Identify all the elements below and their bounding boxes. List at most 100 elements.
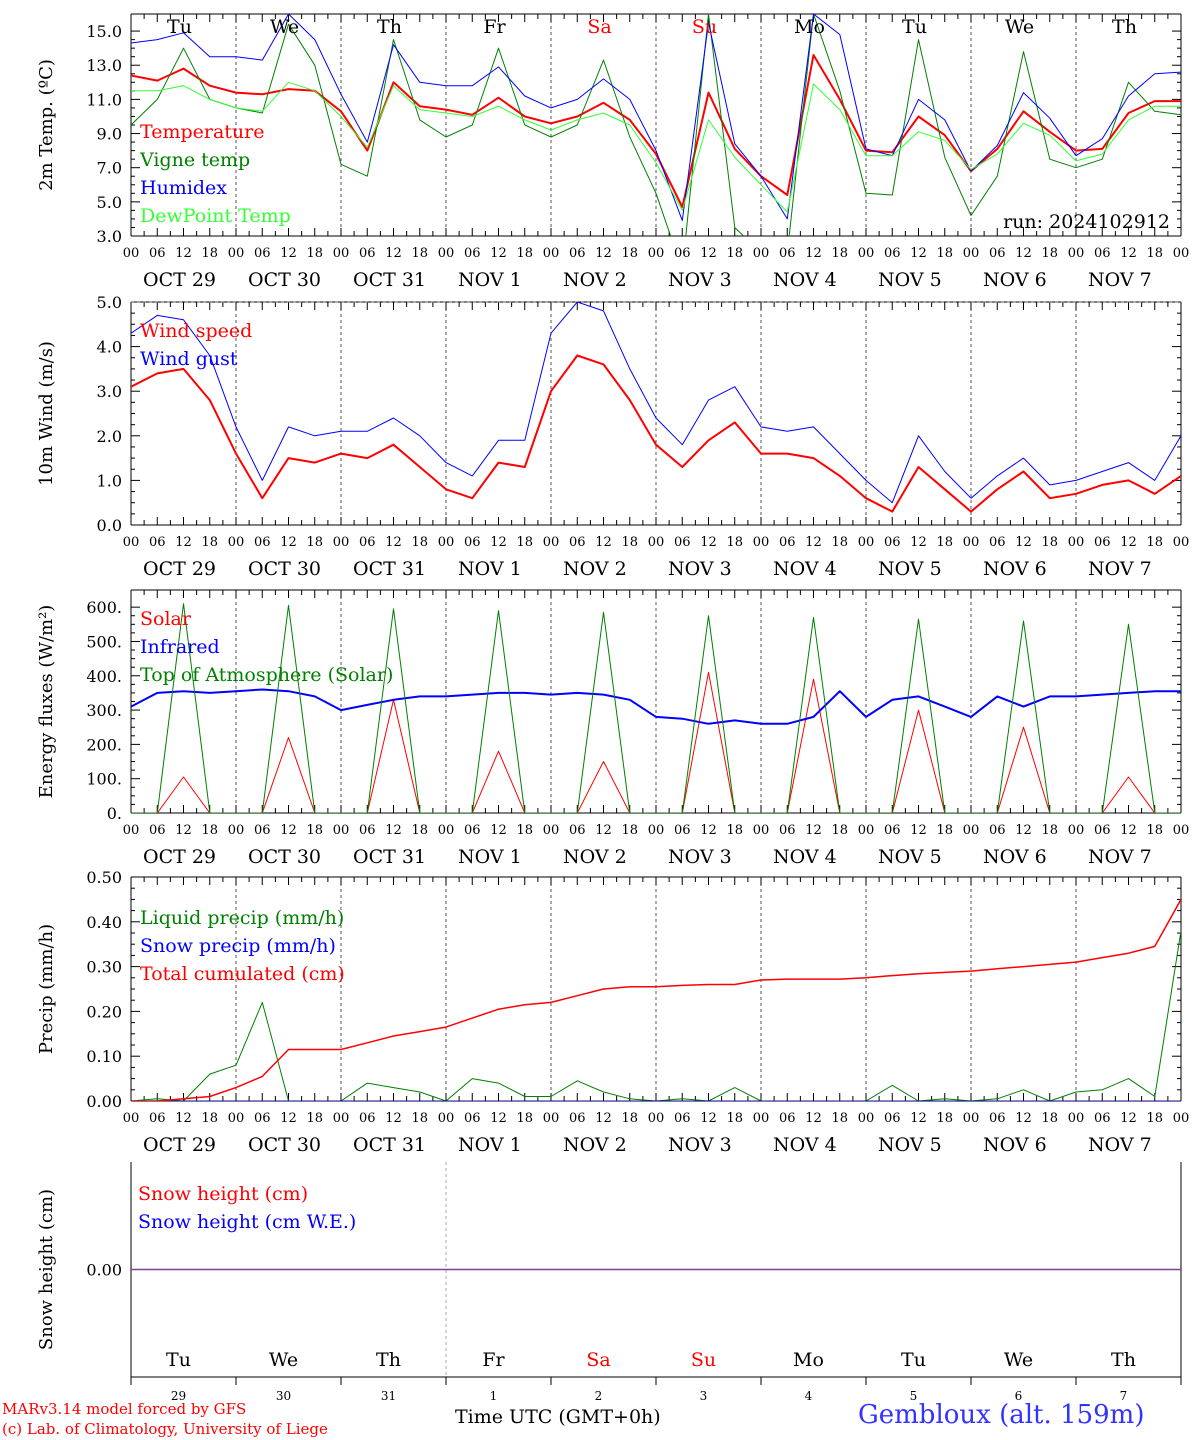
series-wind-gust: [131, 302, 1181, 504]
hour-label: 06: [569, 246, 586, 261]
hour-label: 06: [359, 246, 376, 261]
hour-label: 00: [1173, 535, 1190, 550]
hour-label: 12: [490, 823, 507, 838]
hour-label: 06: [884, 246, 901, 261]
panel-4: 00 06 12 18 00 06 12 18 00 06 12 18 00 06 12 18 00 06 12 18…: [36, 868, 1189, 1156]
panel-1: 00 06 12 18 00 06 12 18 00 06 12 18 00 06 12 18 00 06 12 18…: [36, 13, 1189, 291]
hour-label: 18: [411, 1111, 428, 1126]
hour-label: 12: [1120, 1111, 1137, 1126]
hour-label: 06: [359, 823, 376, 838]
hour-label: 18: [936, 246, 953, 261]
hour-label: 00: [1173, 823, 1190, 838]
hour-label: 06: [569, 823, 586, 838]
hour-label: 18: [516, 1111, 533, 1126]
hour-label: 06: [989, 535, 1006, 550]
legend-entry: Liquid precip (mm/h): [140, 907, 344, 929]
series-humidex: [131, 14, 1181, 222]
hour-label: 06: [359, 1111, 376, 1126]
hour-label: 12: [910, 535, 927, 550]
hour-label: 00: [333, 1111, 350, 1126]
date-label: NOV 3: [668, 846, 732, 868]
y-tick-label: 11.0: [86, 90, 122, 109]
y-tick-label: 500.: [86, 632, 122, 651]
weekday-label-bottom: Sa: [586, 1349, 610, 1371]
day-number: 30: [276, 1389, 291, 1403]
hour-label: 00: [543, 246, 560, 261]
hour-label: 00: [228, 823, 245, 838]
y-tick-label: 0.50: [86, 868, 122, 887]
date-label: NOV 1: [458, 1134, 522, 1156]
hour-label: 00: [438, 823, 455, 838]
series-infrared: [131, 688, 1181, 725]
date-label: NOV 7: [1088, 1134, 1152, 1156]
date-label: OCT 29: [143, 846, 216, 868]
hour-label: 12: [175, 1111, 192, 1126]
hour-label: 18: [726, 535, 743, 550]
y-tick-label: 300.: [86, 701, 122, 720]
hour-label: 18: [306, 1111, 323, 1126]
date-label: NOV 4: [773, 1134, 837, 1156]
date-label: OCT 29: [143, 269, 216, 291]
hour-label: 00: [1173, 1111, 1190, 1126]
hour-label: 06: [989, 823, 1006, 838]
panel-3: 00 06 12 18 00 06 12 18 00 06 12 18 00 06 12 18 00 06 12 18…: [36, 589, 1190, 868]
legend-entry: Solar: [140, 608, 192, 630]
legend-entry: Temperature: [140, 121, 264, 143]
date-label: NOV 2: [563, 846, 627, 868]
legend-entry: Snow precip (mm/h): [140, 935, 336, 957]
y-tick-label: 3.0: [97, 382, 122, 401]
hour-label: 18: [1041, 246, 1058, 261]
y-tick-label: 4.0: [97, 338, 122, 357]
series-vigne-temp: [131, 14, 1181, 236]
hour-label: 00: [543, 823, 560, 838]
hour-label: 12: [175, 246, 192, 261]
hour-label: 18: [831, 535, 848, 550]
hour-label: 06: [569, 1111, 586, 1126]
hour-label: 06: [254, 823, 271, 838]
hour-label: 18: [621, 246, 638, 261]
hour-label: 18: [201, 823, 218, 838]
day-number: 6: [1015, 1389, 1023, 1403]
hour-label: 18: [1146, 535, 1163, 550]
hour-label: 06: [1094, 823, 1111, 838]
y-tick-label: 400.: [86, 667, 122, 686]
hour-label: 00: [543, 1111, 560, 1126]
hour-label: 18: [831, 1111, 848, 1126]
hour-label: 00: [753, 1111, 770, 1126]
weekday-label-bottom: We: [269, 1349, 298, 1371]
y-tick-label: 0.30: [86, 958, 122, 977]
hour-label: 12: [1015, 823, 1032, 838]
hour-label: 18: [726, 823, 743, 838]
hour-label: 18: [411, 246, 428, 261]
hour-label: 12: [1015, 246, 1032, 261]
hour-label: 18: [516, 246, 533, 261]
hour-label: 12: [910, 246, 927, 261]
date-label: NOV 1: [458, 846, 522, 868]
legend-entry: Top of Atmosphere (Solar): [140, 664, 393, 686]
hour-label: 06: [674, 1111, 691, 1126]
day-number: 3: [700, 1389, 708, 1403]
hour-label: 18: [621, 535, 638, 550]
weekday-label: We: [1005, 16, 1034, 38]
hour-label: 06: [464, 246, 481, 261]
y-tick-label: 2.0: [97, 427, 122, 446]
weekday-label-bottom: Th: [376, 1349, 401, 1371]
hour-label: 12: [385, 535, 402, 550]
legend-entry: Wind speed: [140, 320, 252, 342]
hour-label: 12: [490, 535, 507, 550]
hour-label: 18: [936, 535, 953, 550]
hour-label: 06: [464, 1111, 481, 1126]
hour-label: 00: [963, 1111, 980, 1126]
series-total-cumulated-cm: [131, 899, 1181, 1101]
x-axis-title: Time UTC (GMT+0h): [455, 1406, 661, 1428]
weekday-label: Su: [692, 16, 717, 38]
day-number: 5: [910, 1389, 918, 1403]
hour-label: 12: [700, 246, 717, 261]
hour-label: 18: [1146, 823, 1163, 838]
hour-label: 06: [569, 535, 586, 550]
panel-2: 00 06 12 18 00 06 12 18 00 06 12 18 00 06 12 18 00 06 12 18…: [36, 293, 1189, 580]
date-label: NOV 2: [563, 558, 627, 580]
date-label: NOV 5: [878, 558, 942, 580]
weekday-label: We: [270, 16, 299, 38]
y-tick-label: 1.0: [97, 471, 122, 490]
